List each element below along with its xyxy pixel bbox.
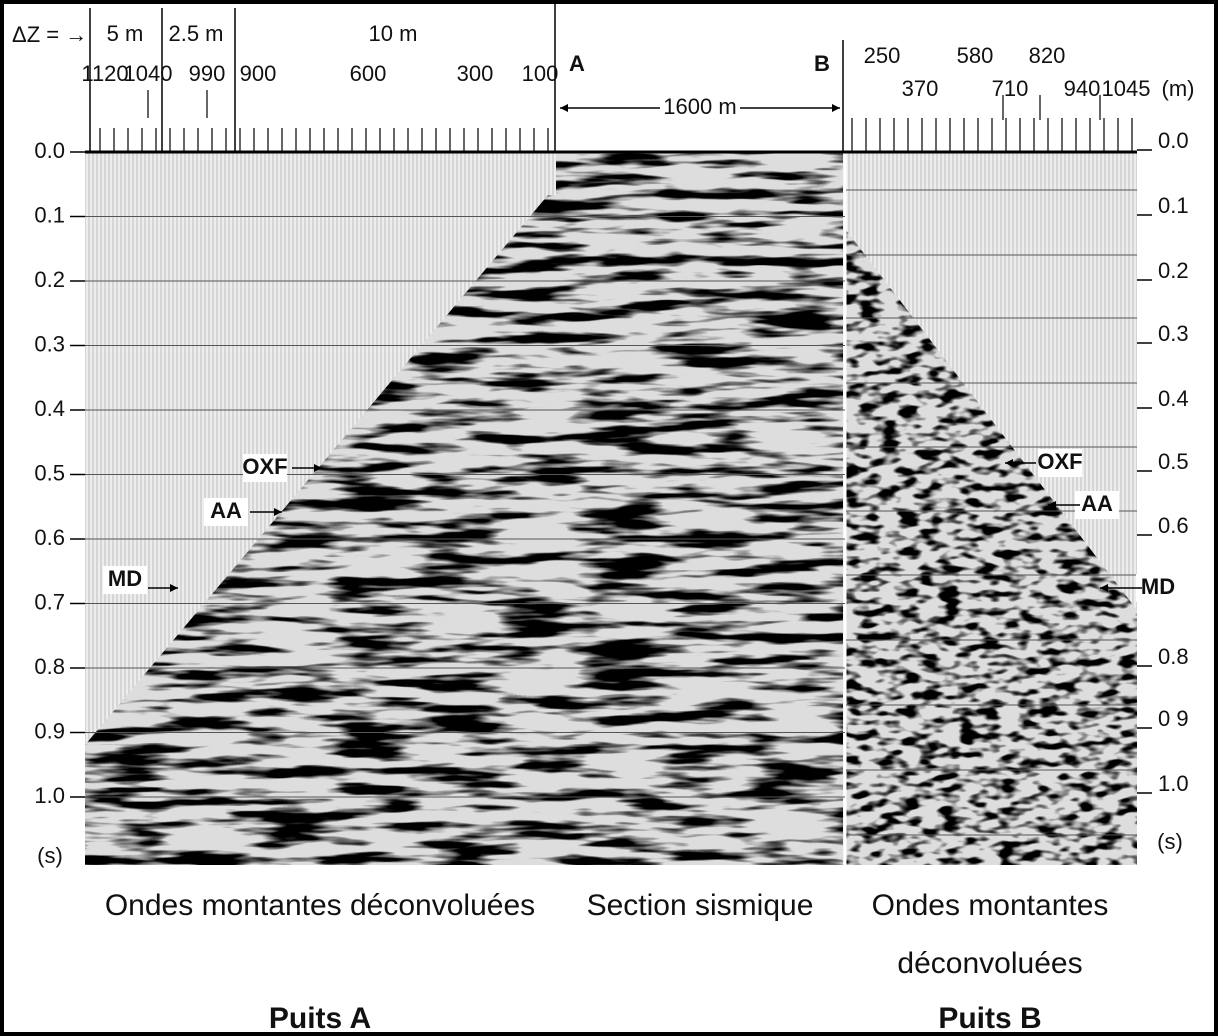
panel-caption: Ondes montantes (872, 889, 1109, 922)
right-tick-label: 0.4 (1158, 386, 1189, 411)
arrow-head (314, 464, 322, 472)
well-caption: Puits A (269, 1002, 371, 1035)
left-tick-label: 0.0 (34, 138, 65, 163)
depth-label: 1040 (124, 61, 173, 86)
left-tick-label: 1.0 (34, 783, 65, 808)
arrow-head (1048, 501, 1056, 509)
arrow-head (1005, 459, 1013, 467)
horizon-label: OXF (1037, 449, 1082, 474)
left-tick-label: 0.3 (34, 331, 65, 356)
depth-label: 250 (864, 43, 901, 68)
arrow-head (560, 104, 568, 112)
right-tick-label: 0 9 (1158, 706, 1189, 731)
panel-caption: déconvoluées (897, 947, 1082, 980)
right-tick-label: 0.8 (1158, 644, 1189, 669)
seismic-section (556, 152, 843, 865)
interval-label: 2.5 m (168, 21, 223, 46)
right-tick-label: 0.6 (1158, 513, 1189, 538)
depth-label: 990 (189, 61, 226, 86)
well-marker: B (814, 51, 830, 76)
left-tick-label: 0.7 (34, 589, 65, 614)
seismic-panels (85, 150, 1137, 865)
left-tick-label: 0.4 (34, 396, 65, 421)
depth-label: 100 (522, 61, 559, 86)
label-bg (204, 498, 248, 526)
depth-label: 370 (902, 76, 939, 101)
left-tick-label: 0.8 (34, 654, 65, 679)
right-tick-label: 0.0 (1158, 128, 1189, 153)
arrow-head (832, 104, 840, 112)
arrow-head (170, 584, 178, 592)
horizon-label: OXF (242, 454, 287, 479)
depth-label: 1120 (81, 61, 128, 86)
left-tick-label: 0.1 (34, 202, 65, 227)
delta-z: ΔZ = → (12, 22, 87, 47)
right-axis-unit: (s) (1157, 829, 1183, 854)
depth-label: 300 (457, 61, 494, 86)
label-bg (1075, 491, 1119, 519)
interval-label: 10 m (369, 21, 418, 46)
horizon-label: MD (108, 566, 142, 591)
panel-caption: Ondes montantes déconvoluées (105, 889, 535, 922)
left-axis-unit: (s) (37, 843, 63, 868)
label-bg (243, 454, 287, 482)
depth-label: 580 (957, 43, 994, 68)
distance-label: 1600 m (663, 94, 736, 119)
left-tick-label: 0.2 (34, 267, 65, 292)
well-caption: Puits B (938, 1002, 1041, 1035)
left-tick-label: 0.9 (34, 718, 65, 743)
arrow-head (274, 508, 282, 516)
left-tick-label: 0.5 (34, 460, 65, 485)
horizon-label: AA (1081, 491, 1113, 516)
right-tick-label: 1.0 (1158, 771, 1189, 796)
horizon-label: AA (210, 498, 242, 523)
depth-unit: (m) (1162, 76, 1195, 101)
depth-label: 940 (1064, 76, 1101, 101)
right-tick-label: 0.5 (1158, 449, 1189, 474)
interval-label: 5 m (107, 21, 144, 46)
label-bg (103, 566, 147, 594)
depth-label: 600 (350, 61, 387, 86)
well-marker: A (569, 51, 585, 76)
depth-label: 900 (240, 61, 277, 86)
arrow-head (1100, 584, 1108, 592)
right-tick-label: 0.1 (1158, 193, 1189, 218)
depth-label: 820 (1029, 43, 1066, 68)
left-tick-label: 0.6 (34, 525, 65, 550)
right-tick-label: 0.3 (1158, 321, 1189, 346)
horizon-label: MD (1141, 574, 1175, 599)
depth-label: 710 (992, 76, 1029, 101)
panel-caption: Section sismique (587, 889, 814, 922)
right-tick-label: 0.2 (1158, 258, 1189, 283)
depth-label: 1045 (1102, 76, 1151, 101)
label-bg (1038, 449, 1082, 477)
label-bg (1136, 574, 1180, 602)
